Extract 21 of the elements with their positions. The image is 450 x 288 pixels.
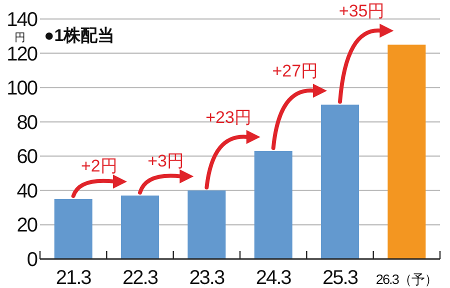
annotation: +35円 [338, 2, 385, 21]
y-tick-label: 0 [26, 249, 38, 271]
y-tick-label: 80 [16, 112, 38, 134]
y-tick-label: 20 [16, 214, 38, 237]
x-tick-label: 22.3 [122, 267, 158, 288]
y-axis-title: 円 [14, 32, 26, 44]
x-tick-label: 23.3 [189, 267, 225, 288]
x-tick-label: 26.3（予） [376, 272, 438, 287]
x-tick-label: 21.3 [56, 267, 92, 288]
y-tick-label: 140 [6, 9, 38, 31]
annotation: +2円 [80, 156, 118, 176]
annotation: +27円 [272, 62, 318, 81]
x-tick-label: 24.3 [256, 267, 292, 288]
y-tick-label: 60 [16, 146, 38, 168]
annotation: +3円 [148, 151, 184, 170]
y-tick-label: 120 [6, 43, 38, 66]
y-tick-label: 40 [16, 180, 38, 202]
chart-title: ●1株配当 [44, 26, 115, 45]
x-tick-label: 25.3 [322, 267, 358, 288]
y-tick-label: 100 [6, 78, 38, 100]
annotation: +23円 [206, 108, 252, 127]
